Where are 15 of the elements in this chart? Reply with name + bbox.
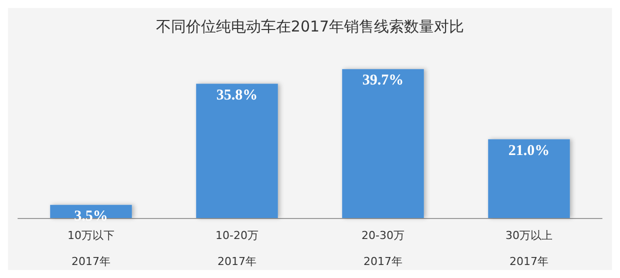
x-tick-label: 30万以上 bbox=[506, 229, 552, 242]
bar bbox=[342, 69, 424, 218]
text: 2017年 bbox=[510, 255, 548, 268]
x-tick-label: 10-20万 bbox=[216, 229, 258, 242]
bar bbox=[196, 84, 278, 218]
text: 2017年 bbox=[218, 255, 256, 268]
data-label: 35.8% bbox=[216, 87, 258, 104]
text: 2017年 bbox=[72, 255, 110, 268]
chart-title: 不同价位纯电动车在2017年销售线索数量对比 bbox=[156, 18, 464, 36]
x-tick-label: 10万以下 bbox=[68, 229, 114, 242]
bar bbox=[488, 139, 570, 218]
data-label: 21.0% bbox=[508, 142, 550, 159]
text: 2017年 bbox=[364, 255, 402, 268]
x-tick-label: 20-30万 bbox=[362, 229, 404, 242]
data-label: 39.7% bbox=[362, 72, 404, 89]
